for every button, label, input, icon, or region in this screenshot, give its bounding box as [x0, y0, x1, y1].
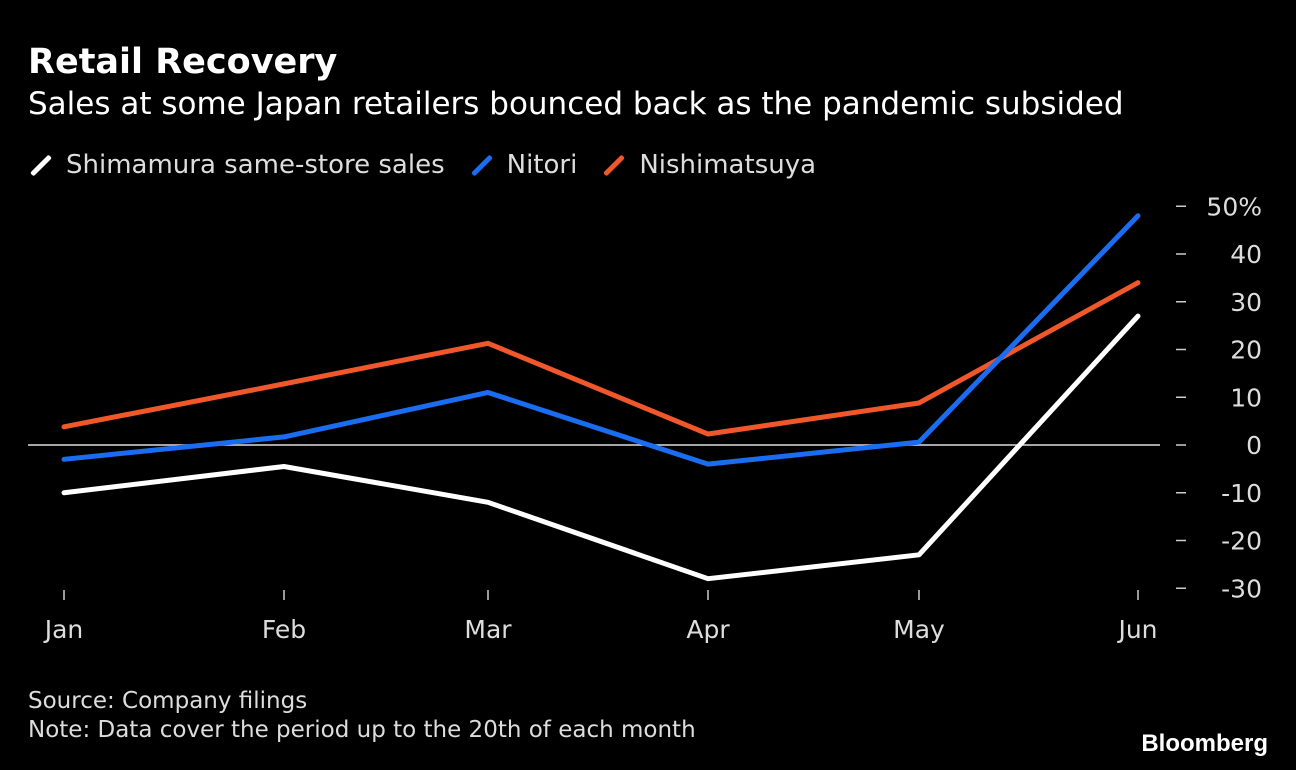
y-tick-label: -10: [1221, 479, 1262, 508]
y-tick-label: 10: [1230, 383, 1262, 412]
legend-item-nishimatsuya: Nishimatsuya: [601, 150, 816, 180]
series-line-nitori: [61, 213, 1141, 467]
x-tick-label: Jan: [43, 615, 84, 644]
x-tick-label: Mar: [464, 615, 512, 644]
x-tick-label: Feb: [262, 615, 306, 644]
source-note: Source: Company filings: [28, 688, 308, 714]
x-tick-label: May: [893, 615, 945, 644]
series-line-nishimatsuya: [61, 280, 1141, 437]
legend-item-nitori: Nitori: [469, 150, 578, 180]
y-tick-label: 30: [1230, 288, 1262, 317]
legend-item-shimamura: Shimamura same-store sales: [28, 150, 445, 180]
x-tick-label: Apr: [686, 615, 730, 644]
legend-label: Nishimatsuya: [639, 150, 817, 180]
legend: Shimamura same-store sales Nitori Nishim…: [28, 150, 840, 180]
bloomberg-logo: Bloomberg: [1141, 730, 1268, 757]
legend-label: Shimamura same-store sales: [66, 150, 445, 180]
legend-label: Nitori: [506, 150, 578, 180]
y-tick-label: -20: [1221, 527, 1262, 556]
x-tick-label: Jun: [1116, 615, 1157, 644]
chart-subtitle: Sales at some Japan retailers bounced ba…: [28, 86, 1124, 122]
series-line-shimamura: [61, 313, 1141, 582]
y-tick-label: 40: [1230, 240, 1262, 269]
y-tick-label: 20: [1230, 336, 1262, 365]
y-tick-label: -30: [1221, 574, 1262, 603]
y-tick-label: 0: [1246, 431, 1262, 460]
y-tick-label: 50%: [1206, 192, 1262, 221]
chart-title: Retail Recovery: [28, 42, 338, 82]
data-note: Note: Data cover the period up to the 20…: [28, 717, 696, 743]
